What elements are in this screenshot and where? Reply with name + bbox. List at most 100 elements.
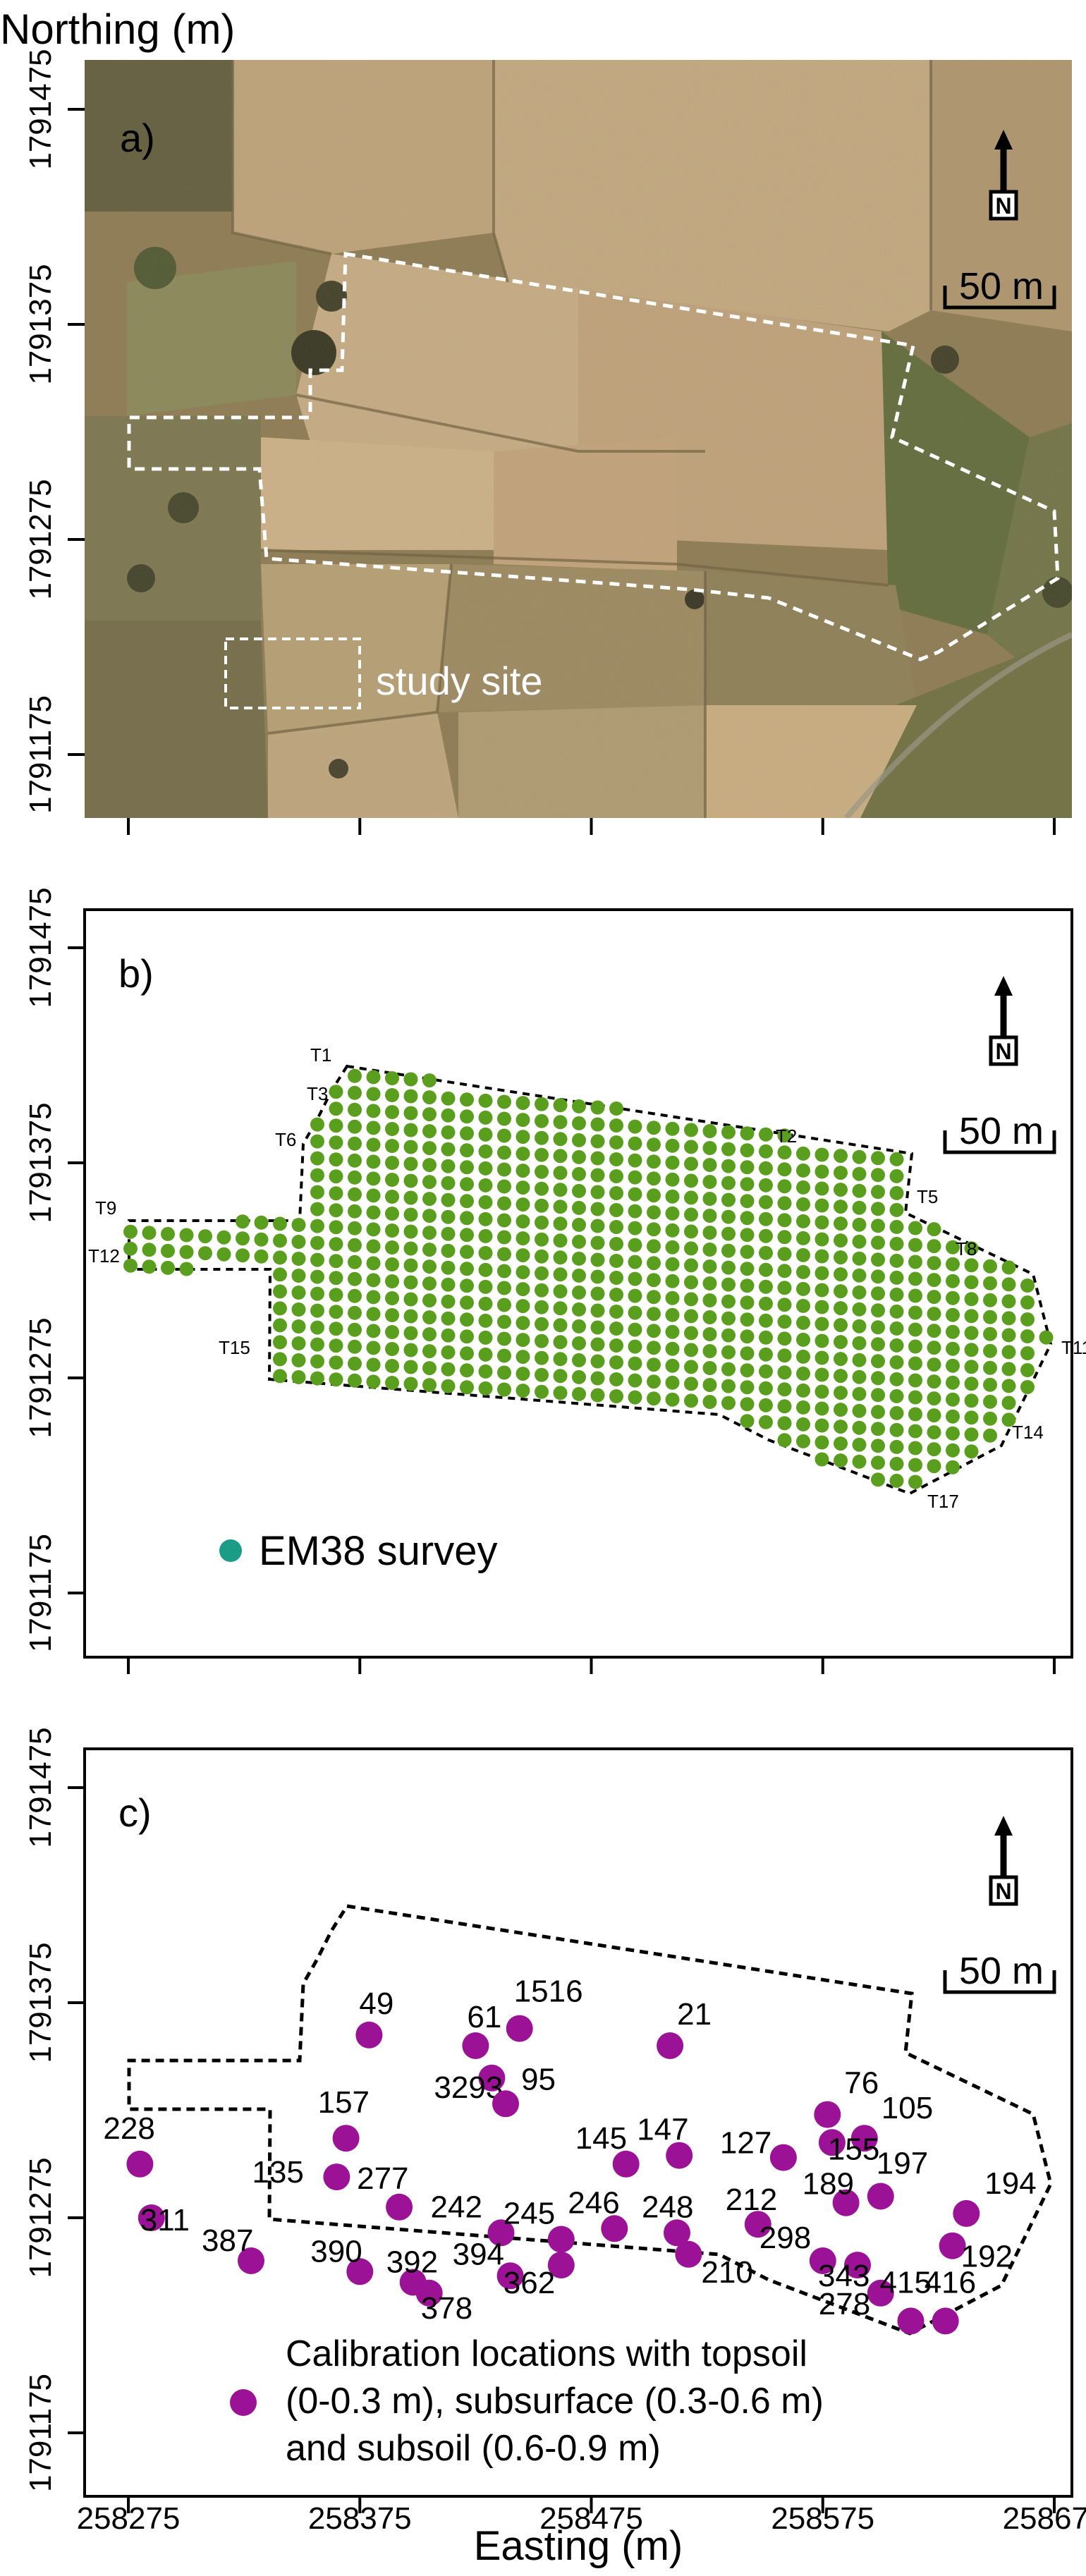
em38-point: [403, 1309, 418, 1324]
em38-point: [946, 1274, 960, 1288]
em38-point: [310, 1134, 324, 1149]
em38-point: [515, 1316, 530, 1331]
em38-point: [759, 1161, 773, 1176]
em38-point: [478, 1144, 493, 1159]
em38-point: [385, 1122, 399, 1136]
em38-point: [403, 1292, 418, 1307]
em38-point: [460, 1295, 474, 1310]
em38-point: [684, 1360, 698, 1374]
em38-point: [590, 1100, 605, 1115]
x-tick-label: 258475: [539, 2501, 643, 2536]
em38-point: [348, 1238, 362, 1252]
em38-point: [889, 1304, 904, 1319]
em38-point: [572, 1234, 586, 1249]
em38-point: [889, 1152, 904, 1166]
em38-point: [927, 1324, 941, 1338]
em38-point: [759, 1330, 773, 1345]
em38-point: [908, 1475, 922, 1489]
em38-point: [665, 1223, 680, 1238]
em38-point: [684, 1123, 698, 1137]
calibration-point-label: 278: [819, 2287, 870, 2321]
em38-point: [366, 1171, 381, 1186]
em38-point: [1001, 1412, 1016, 1427]
panel-b-label: b): [118, 951, 154, 996]
em38-point: [834, 1403, 848, 1417]
em38-point: [777, 1213, 792, 1228]
em38-point: [852, 1369, 867, 1384]
em38-point: [964, 1343, 979, 1357]
em38-point: [441, 1294, 456, 1309]
em38-point: [628, 1255, 642, 1269]
em38-point: [777, 1433, 792, 1448]
em38-point: [497, 1247, 511, 1262]
em38-point: [515, 1130, 530, 1144]
calibration-point: [506, 2015, 533, 2042]
em38-point: [796, 1434, 810, 1448]
em38-point: [983, 1259, 997, 1274]
em38-point: [777, 1196, 792, 1211]
calibration-point: [814, 2101, 841, 2128]
em38-point: [515, 1164, 530, 1178]
em38-point: [515, 1384, 530, 1398]
em38-point: [796, 1383, 810, 1398]
em38-point: [889, 1236, 904, 1251]
em38-point: [889, 1219, 904, 1234]
em38-point: [291, 1235, 306, 1249]
em38-point: [759, 1127, 773, 1142]
calibration-point: [850, 2125, 878, 2152]
em38-point: [441, 1192, 456, 1207]
em38-point: [628, 1204, 642, 1219]
em38-point: [889, 1168, 904, 1183]
em38-point: [460, 1380, 474, 1395]
em38-point: [852, 1183, 867, 1198]
calibration-point: [496, 2262, 524, 2290]
em38-point: [273, 1318, 287, 1333]
em38-point: [291, 1286, 306, 1300]
em38-point: [777, 1264, 792, 1278]
em38-point: [216, 1230, 231, 1245]
em38-point: [403, 1140, 418, 1154]
em38-point: [329, 1338, 343, 1353]
em38-point: [889, 1422, 904, 1437]
em38-point: [1020, 1346, 1035, 1360]
em38-point: [535, 1283, 549, 1298]
em38-point: [385, 1071, 399, 1085]
em38-point: [348, 1102, 362, 1117]
em38-point: [834, 1453, 848, 1468]
em38-point: [777, 1179, 792, 1194]
em38-point: [329, 1372, 343, 1387]
em38-point: [759, 1313, 773, 1328]
em38-point: [403, 1207, 418, 1222]
em38-point: [497, 1094, 511, 1109]
em38-point: [796, 1400, 810, 1415]
calibration-point-label: 61: [467, 2000, 501, 2034]
em38-point: [590, 1388, 605, 1403]
em38-point: [441, 1311, 456, 1326]
em38-point: [908, 1390, 922, 1405]
calibration-point-label: 394: [453, 2237, 504, 2271]
em38-point: [609, 1186, 623, 1200]
em38-point: [927, 1273, 941, 1288]
em38-point: [665, 1121, 680, 1136]
em38-point: [871, 1472, 885, 1487]
em38-point: [721, 1311, 736, 1326]
em38-point: [721, 1277, 736, 1292]
calibration-point: [332, 2125, 360, 2152]
em38-point: [310, 1320, 324, 1335]
em38-point: [665, 1189, 680, 1204]
em38-point: [647, 1391, 661, 1406]
em38-point: [889, 1456, 904, 1471]
em38-point: [759, 1381, 773, 1396]
em38-point: [497, 1281, 511, 1295]
em38-point: [236, 1248, 250, 1263]
em38-point: [590, 1219, 605, 1233]
em38-point: [366, 1357, 381, 1372]
em38-point: [366, 1087, 381, 1101]
em38-point: [385, 1274, 399, 1288]
em38-point: [515, 1367, 530, 1381]
em38-point: [497, 1196, 511, 1211]
em38-point: [721, 1159, 736, 1173]
y-tick-label: 1791175: [23, 2374, 58, 2492]
em38-point: [927, 1425, 941, 1440]
